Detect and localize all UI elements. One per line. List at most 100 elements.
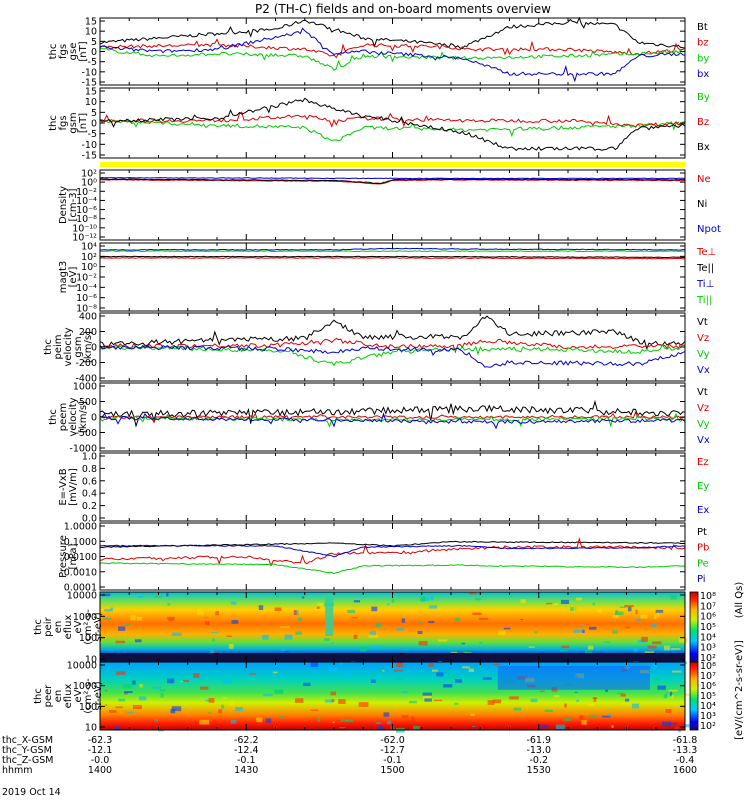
panel-fgs_gsm-ytick-5: -10 [81,140,97,151]
panel-peer_en_eflux-speckle [310,709,319,711]
xaxis-value-3-2: 1500 [380,765,404,776]
panel-temperature-ytick-1: 10² [81,252,97,263]
panel-peer_en_eflux-speckle [126,711,135,713]
panel-temperature-legend-3: Ti|| [696,295,712,306]
panel-peer_en_eflux-speckle [447,674,455,679]
panel-peer_en_eflux-speckle [159,689,166,692]
panel-fgs_gse-legend-0: Bt [697,22,708,33]
panel-peir_en_eflux-speckle [417,630,423,635]
colorbar-tick-bottom-2: 10⁶ [700,681,716,692]
panel-peer_en_eflux-speckle [182,680,189,683]
panel-peim_velocity-series-Vt [99,315,686,351]
panel-peer_en_eflux-speckle [235,707,243,712]
xaxis-value-1-1: -12.4 [234,745,259,756]
panel-peem_velocity-legend-3: Vx [697,435,710,446]
panel-peim_velocity-ytick-2: 0 [91,343,97,354]
panel-peer_en_eflux-speckle [370,679,376,683]
panel-peim_velocity-ytick-3: -200 [75,358,97,369]
panel-temperature-series-Ti [99,250,685,253]
panel-peir_en_eflux-speckle [203,616,210,618]
panel-peir_en_eflux-speckle [461,642,466,645]
panel-peir_en_eflux-speckle [359,646,367,652]
panel-peer_en_eflux-speckle [113,726,122,729]
panel-peer_en_eflux-speckle [132,705,142,710]
panel-peer_en_eflux-speckle [662,721,672,727]
panel-peir_en_eflux-speckle [168,619,174,622]
panel-peer_en_eflux-speckle [222,678,232,684]
panel-peer_en_eflux-speckle [373,670,378,674]
xaxis-value-2-0: -0.0 [91,755,110,766]
panel-peir_en_eflux-speckle [210,650,215,655]
panel-peer_en_eflux-ylabel-4: eV [73,689,84,702]
panel-peir_en_eflux-ytick-1: 1000 [73,612,97,623]
panel-peer_en_eflux-speckle [124,691,133,694]
panel-peer_en_eflux-speckle [124,692,128,695]
panel-fgs_gsm-legend-2: Bx [697,142,710,153]
panel-peir_en_eflux-speckle [576,597,582,601]
panel-density-ytick-0: 10² [81,169,97,180]
panel-efield-legend-1: Ey [697,481,709,492]
colorbar-tick-bottom-5: 10³ [700,711,716,722]
colorbar-tick-top-1: 10⁷ [700,601,716,612]
panel-temperature-legend-2: Ti⊥ [696,279,714,290]
panel-peir_en_eflux-speckle [368,634,379,638]
panel-peem_velocity-ylabel-1: peem [58,403,69,431]
panel-peir_en_eflux-speckle [274,607,282,612]
xaxis-value-0-3: -61.9 [526,735,551,746]
panel-peir_en_eflux-speckle [603,641,611,643]
panel-peir_en_eflux-speckle [135,626,138,629]
panel-density-legend-0: Ne [697,174,711,185]
colorbar-tick-bottom-0: 10⁸ [700,661,716,672]
panel-peer_en_eflux-speckle [513,707,522,711]
panel-peer_en_eflux-speckle [436,672,444,677]
panel-peir_en_eflux-speckle [478,617,489,620]
panel-temperature-legend-1: Te|| [696,263,714,274]
panel-peem_velocity-series-Vt [99,399,686,428]
panel-peir_en_eflux-speckle [171,632,182,637]
panel-peir_en_eflux-speckle [635,618,641,621]
panel-peem_velocity-legend-0: Vt [697,387,708,398]
panel-peer_en_eflux-speckle [454,702,459,705]
panel-fgs_gse-ytick-3: 0 [91,47,97,58]
panel-peer_en_eflux-ylabel-5: (cm²-s- [83,678,94,714]
panel-fgs_gse-ytick-1: 10 [85,27,97,38]
panel-pressure-frame [99,522,686,591]
panel-peer_en_eflux-speckle [657,685,666,690]
panel-peim_velocity-ylabel-2: velocity [63,327,74,366]
xaxis-date: 2019 Oct 14 [2,787,61,798]
panel-peir_en_eflux-speckle [351,617,358,619]
xaxis-value-2-4: -0.4 [676,755,695,766]
panel-peir_en_eflux-speckle [231,620,239,624]
panel-peem_velocity-legend-1: Vz [697,403,709,414]
panel-peer_en_eflux-speckle [684,724,693,728]
panel-peir_en_eflux-speckle [640,614,648,619]
panel-fgs_gse-legend-3: bx [697,69,709,80]
panel-peir_en_eflux-speckle [655,609,664,613]
panel-peer_en_eflux-speckle [208,698,215,703]
colorbar-tick-top-3: 10⁵ [700,622,716,633]
panel-peim_velocity-legend-2: Vy [697,349,710,360]
panel-peer_en_eflux-speckle [383,712,390,717]
panel-peer_en_eflux-speckle [310,662,319,668]
panel-peer_en_eflux-speckle [509,696,519,700]
panel-peer_en_eflux-speckle [118,698,126,702]
panel-peir_en_eflux-speckle [226,635,232,637]
panel-peir_en_eflux-speckle [138,595,144,598]
panel-fgs_gsm-ylabel-3: [nT] [78,113,89,133]
panel-efield-ytick-4: 0.2 [82,501,97,512]
panel-fgs_gse-ylabel-2: gse [68,43,79,61]
panel-peir_en_eflux-speckle [580,626,583,628]
panel-temperature-ytick-5: 10⁻⁶ [76,293,97,304]
panel-peer_en_eflux-speckle [669,691,673,697]
panel-density-ytick-4: 10⁻⁶ [76,205,97,216]
panel-peir_en_eflux-speckle [479,641,483,644]
xaxis-value-3-0: 1400 [88,765,112,776]
panel-peir_en_eflux-speckle [371,606,378,612]
panel-peer_en_eflux-speckle [331,699,335,703]
panel-peir_en_eflux-speckle [317,602,324,607]
panel-peir_en_eflux-speckle [552,603,558,606]
panel-peer_en_eflux-speckle [492,663,500,666]
panel-peir_en_eflux-speckle [258,605,264,610]
panel-peer_en_eflux-speckle [154,719,158,722]
panel-density-ylabel-0: Density [58,186,69,224]
